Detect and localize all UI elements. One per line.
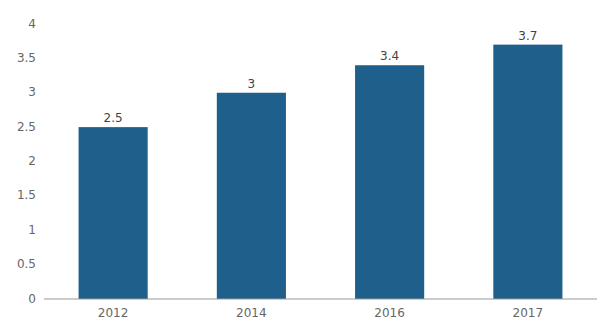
x-tick-label: 2017 — [513, 306, 544, 320]
y-tick-label: 0 — [28, 292, 36, 306]
x-tick-label: 2016 — [374, 306, 405, 320]
data-label: 3.4 — [380, 49, 399, 63]
y-tick-label: 1.5 — [17, 188, 36, 202]
data-label: 3 — [248, 77, 256, 91]
bar — [79, 127, 148, 299]
data-label: 3.7 — [518, 29, 537, 43]
x-tick-label: 2014 — [236, 306, 267, 320]
y-tick-label: 4 — [28, 17, 36, 31]
chart: 00.511.522.533.542.533.43.72012201420162… — [0, 0, 613, 333]
data-label: 2.5 — [104, 111, 123, 125]
bar — [493, 45, 562, 299]
y-tick-label: 3.5 — [17, 51, 36, 65]
bars — [79, 45, 563, 299]
y-tick-label: 2 — [28, 154, 36, 168]
y-tick-label: 3 — [28, 85, 36, 99]
y-tick-label: 1 — [28, 223, 36, 237]
y-axis: 0 0.5 1 1.5 2 2.5 3 3.5 4 — [17, 17, 36, 306]
x-axis: 2012 2014 2016 2017 — [98, 306, 543, 320]
y-tick-label: 0.5 — [17, 257, 36, 271]
data-labels: 2.5 3 3.4 3.7 — [104, 29, 538, 126]
x-tick-label: 2012 — [98, 306, 129, 320]
x-axis-line — [44, 299, 597, 300]
y-tick-label: 2.5 — [17, 120, 36, 134]
bar — [217, 93, 286, 299]
bar — [355, 65, 424, 299]
